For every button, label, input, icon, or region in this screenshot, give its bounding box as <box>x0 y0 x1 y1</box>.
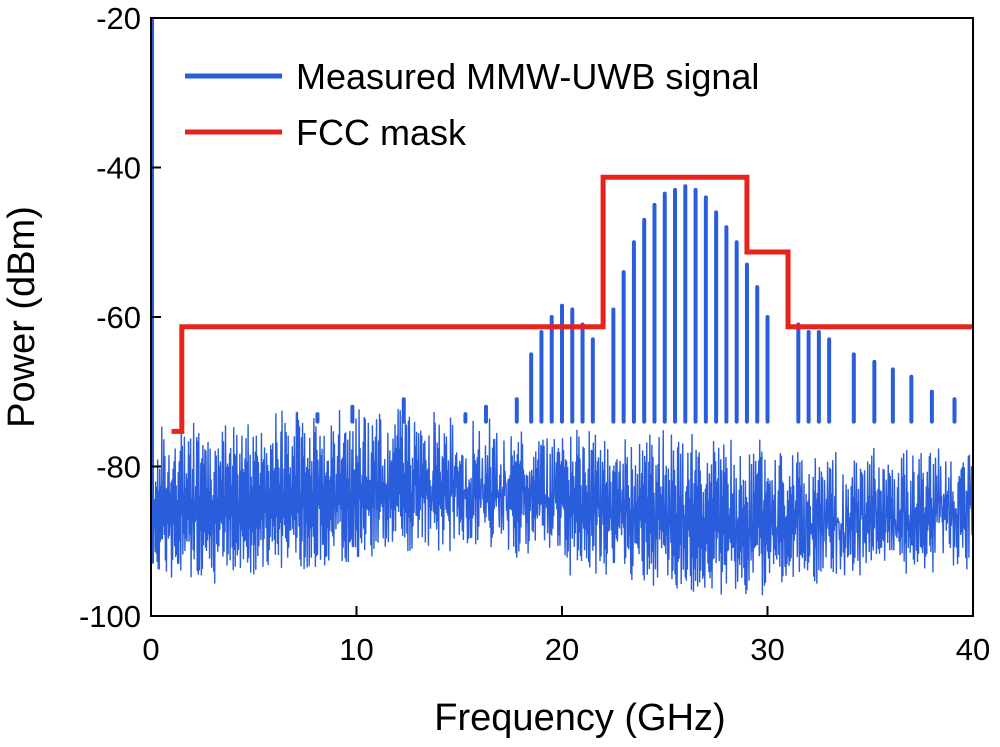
axes-layer: 0 10 20 30 40 -20 -40 -60 -80 -100 <box>79 1 990 667</box>
y-tick-label: -40 <box>96 151 141 186</box>
x-tick-label: 40 <box>956 632 990 667</box>
x-axis-title: Frequency (GHz) <box>434 697 725 739</box>
x-tick-label: 20 <box>545 632 579 667</box>
x-tick-label: 10 <box>339 632 373 667</box>
series-measured-noise <box>151 409 973 596</box>
x-tick-label: 0 <box>142 632 159 667</box>
x-tick-label: 30 <box>750 632 784 667</box>
y-tick-label: -20 <box>96 1 141 36</box>
y-axis-title: Power (dBm) <box>1 206 43 428</box>
y-tick-label: -60 <box>96 300 141 335</box>
legend-label-fcc: FCC mask <box>296 112 467 153</box>
y-tick-label: -80 <box>96 450 141 485</box>
legend: Measured MMW-UWB signal FCC mask <box>185 56 759 153</box>
series-fcc-mask <box>171 174 973 434</box>
series-layer <box>151 18 973 596</box>
y-tick-label: -100 <box>79 599 141 634</box>
legend-label-measured: Measured MMW-UWB signal <box>296 56 759 97</box>
